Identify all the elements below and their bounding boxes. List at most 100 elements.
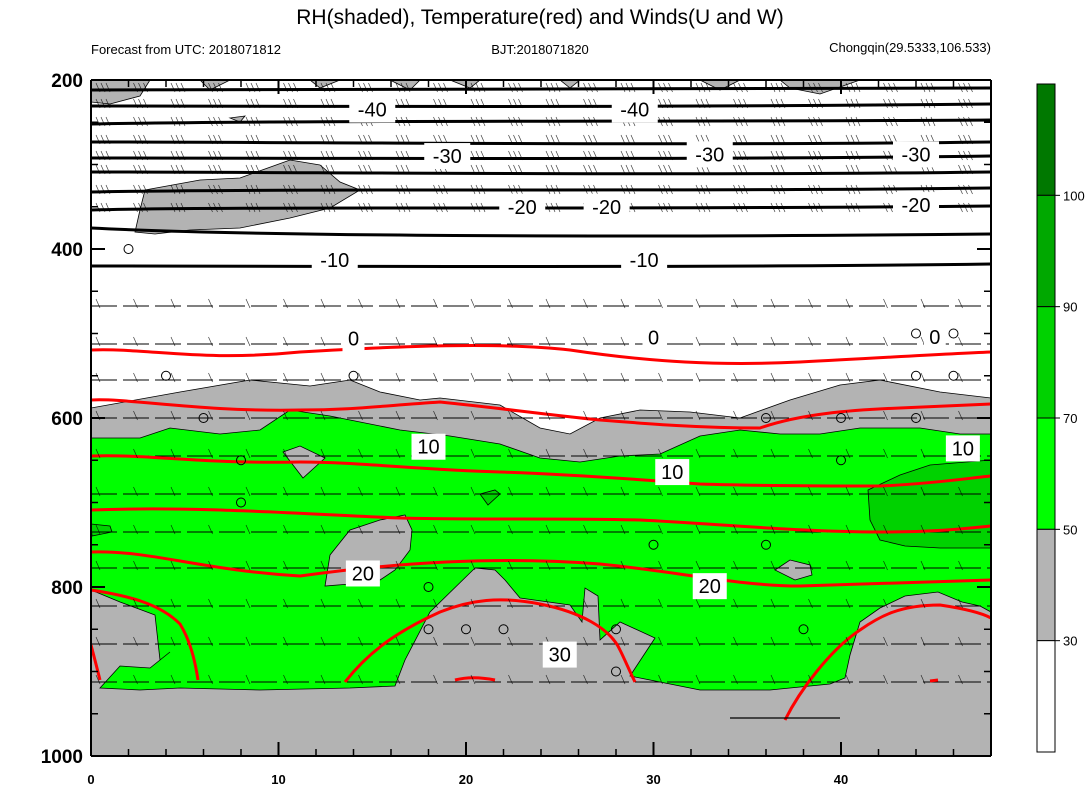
wind-barb <box>770 150 776 161</box>
contour-label-bg <box>542 641 577 668</box>
wind-barb <box>808 486 813 497</box>
wind-barb <box>395 448 401 459</box>
chart-title: RH(shaded), Temperature(red) and Winds(U… <box>296 6 783 29</box>
wind-barb <box>100 82 106 93</box>
wind-barb <box>245 410 251 421</box>
wind-barb <box>138 202 143 213</box>
wind-barb <box>550 82 556 93</box>
wind-barb <box>395 164 401 175</box>
wind-barb <box>808 116 813 127</box>
wind-barb <box>780 150 786 161</box>
wind-barb <box>850 184 856 195</box>
wind-barb <box>588 184 593 195</box>
wind-barb <box>508 184 513 195</box>
wind-barb <box>850 82 856 93</box>
wind-barb <box>293 164 298 175</box>
wind-barb <box>733 184 738 195</box>
wind-barb <box>770 164 776 175</box>
wind-barb <box>170 448 176 459</box>
wind-barb <box>583 298 588 309</box>
wind-barb <box>668 184 673 195</box>
contour-label: -30 <box>902 144 931 166</box>
wind-barb <box>668 116 673 127</box>
wind-barb <box>208 298 213 309</box>
wind-barb <box>470 560 476 571</box>
colorbar-label: 90 <box>1063 300 1077 315</box>
wind-barb <box>663 164 668 175</box>
wind-barb <box>288 150 293 161</box>
wind-barb <box>850 116 856 127</box>
wind-barb <box>170 336 176 347</box>
wind-barb <box>593 164 598 175</box>
x-tick-label: 10 <box>271 772 285 787</box>
wind-barb <box>470 98 476 109</box>
wind-barb <box>170 524 176 535</box>
wind-barb <box>658 448 663 459</box>
wind-barb <box>555 184 561 195</box>
wind-barb <box>433 636 438 647</box>
wind-barb <box>738 98 743 109</box>
wind-barb <box>325 184 331 195</box>
wind-barb <box>508 150 513 161</box>
wind-barb <box>625 134 631 145</box>
wind-barb <box>695 82 701 93</box>
wind-barb <box>143 184 148 195</box>
wind-barb <box>325 164 331 175</box>
wind-barb <box>780 82 786 93</box>
wind-barb <box>545 150 551 161</box>
calm-wind-marker <box>911 370 921 381</box>
wind-barb <box>208 150 213 161</box>
wind-barb <box>475 184 481 195</box>
wind-barb <box>320 448 326 459</box>
wind-barb <box>770 524 776 535</box>
wind-barb <box>920 598 926 609</box>
wind-barb <box>963 164 968 175</box>
wind-barb <box>808 336 813 347</box>
wind-barb <box>443 98 448 109</box>
wind-barb <box>808 150 813 161</box>
calm-wind-marker <box>948 370 959 381</box>
wind-barb <box>958 116 963 127</box>
calm-wind-marker <box>236 455 246 466</box>
wind-barb <box>245 372 251 383</box>
wind-barb <box>143 116 148 127</box>
wind-barb <box>733 150 738 161</box>
station-location: Chongqin(29.5333,106.533) <box>829 40 991 55</box>
wind-barb <box>133 448 138 459</box>
wind-barb <box>780 202 786 213</box>
contour-label-bg <box>342 325 365 352</box>
wind-barb <box>400 150 406 161</box>
wind-barb <box>283 134 288 145</box>
wind-barb <box>770 202 776 213</box>
wind-barb <box>545 134 551 145</box>
wind-barb <box>433 336 438 347</box>
wind-barb <box>475 134 481 145</box>
wind-barb <box>470 134 476 145</box>
wind-barb <box>170 150 176 161</box>
wind-barb <box>808 410 813 421</box>
wind-barb <box>358 372 363 383</box>
wind-barb <box>663 184 668 195</box>
wind-barb <box>283 410 288 421</box>
wind-barb <box>475 150 481 161</box>
wind-barb <box>658 674 663 685</box>
wind-barb <box>545 184 551 195</box>
wind-barb <box>808 184 813 195</box>
wind-barb <box>963 202 968 213</box>
wind-barb <box>668 134 673 145</box>
wind-barb <box>555 164 561 175</box>
wind-barb <box>175 150 181 161</box>
wind-barb <box>433 82 438 93</box>
contour-label: 10 <box>952 438 974 460</box>
wind-barb <box>133 598 138 609</box>
wind-barb <box>658 560 663 571</box>
calm-wind-marker <box>423 624 434 635</box>
wind-barb <box>133 202 138 213</box>
wind-barb <box>845 164 851 175</box>
contour-label-bg <box>655 459 690 486</box>
wind-barb <box>770 410 776 421</box>
wind-barb <box>620 636 626 647</box>
wind-barb <box>245 486 251 497</box>
wind-barb <box>775 82 781 93</box>
wind-barb <box>170 636 176 647</box>
